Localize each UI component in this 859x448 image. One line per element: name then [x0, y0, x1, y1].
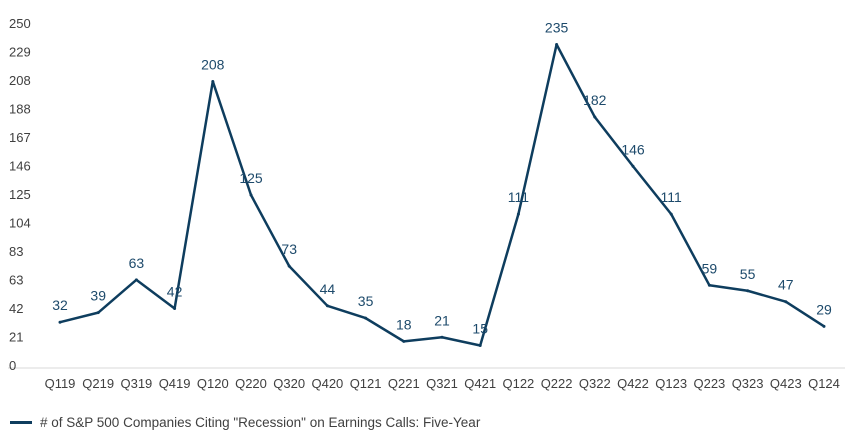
data-point [746, 289, 750, 293]
data-label: 55 [740, 266, 756, 282]
x-tick-label: Q322 [579, 376, 611, 391]
x-tick-label: Q323 [732, 376, 764, 391]
data-label: 32 [52, 297, 68, 313]
data-label: 42 [167, 284, 183, 300]
y-tick-label: 104 [9, 216, 31, 231]
data-point [478, 343, 482, 347]
data-label: 47 [778, 277, 794, 293]
x-tick-label: Q124 [808, 376, 840, 391]
y-tick-label: 0 [9, 358, 16, 373]
data-point [96, 311, 100, 315]
x-tick-label: Q423 [770, 376, 802, 391]
data-point [134, 278, 138, 282]
x-tick-label: Q121 [350, 376, 382, 391]
data-label: 235 [545, 20, 569, 36]
legend-swatch [10, 421, 32, 424]
data-point [669, 212, 673, 216]
data-label: 35 [358, 293, 374, 309]
data-label: 111 [661, 189, 682, 205]
y-tick-label: 229 [9, 45, 31, 60]
data-label: 18 [396, 316, 412, 332]
x-tick-label: Q422 [617, 376, 649, 391]
legend: # of S&P 500 Companies Citing "Recession… [10, 415, 480, 430]
data-label: 63 [129, 255, 145, 271]
x-tick-label: Q420 [311, 376, 343, 391]
data-label: 15 [472, 320, 488, 336]
y-tick-label: 188 [9, 102, 31, 117]
data-label: 111 [508, 189, 529, 205]
data-label: 44 [320, 281, 336, 297]
data-point [58, 320, 62, 324]
data-label: 59 [702, 260, 718, 276]
data-point [707, 283, 711, 287]
x-tick-label: Q119 [45, 376, 76, 391]
series-line [59, 43, 825, 347]
data-label: 29 [816, 301, 832, 317]
data-label: 182 [583, 92, 607, 108]
x-tick-label: Q421 [464, 376, 496, 391]
x-tick-label: Q219 [82, 376, 114, 391]
data-point [249, 193, 253, 197]
x-tick-label: Q419 [159, 376, 191, 391]
y-tick-label: 63 [9, 273, 23, 288]
y-tick-label: 208 [9, 73, 31, 88]
x-tick-label: Q120 [197, 376, 229, 391]
y-tick-label: 125 [9, 187, 31, 202]
x-tick-label: Q122 [502, 376, 534, 391]
x-tick-label: Q320 [273, 376, 305, 391]
data-point [173, 307, 177, 311]
data-label: 39 [90, 288, 106, 304]
x-tick-label: Q221 [388, 376, 420, 391]
x-tick-label: Q321 [426, 376, 458, 391]
data-label: 208 [201, 56, 225, 72]
x-tick-label: Q220 [235, 376, 267, 391]
y-tick-label: 21 [9, 330, 23, 345]
y-tick-label: 146 [9, 159, 31, 174]
data-point [784, 300, 788, 304]
data-label: 125 [239, 170, 263, 186]
data-point [440, 335, 444, 339]
data-point [287, 264, 291, 268]
data-point [555, 43, 559, 47]
data-label: 73 [281, 241, 297, 257]
x-tick-label: Q222 [541, 376, 573, 391]
data-point [211, 79, 215, 83]
data-point [516, 212, 520, 216]
data-point [822, 324, 826, 328]
data-label: 146 [621, 141, 645, 157]
x-tick-label: Q123 [655, 376, 687, 391]
y-tick-label: 250 [9, 16, 31, 31]
y-tick-label: 83 [9, 244, 23, 259]
data-point [364, 316, 368, 320]
x-tick-label: Q223 [693, 376, 725, 391]
legend-label: # of S&P 500 Companies Citing "Recession… [40, 415, 481, 430]
x-tick-label: Q319 [120, 376, 152, 391]
data-point [325, 304, 329, 308]
data-point [631, 164, 635, 168]
y-tick-label: 167 [9, 130, 31, 145]
data-label: 21 [434, 312, 450, 328]
data-point [402, 339, 406, 343]
y-tick-label: 42 [9, 301, 23, 316]
data-point [593, 115, 597, 119]
